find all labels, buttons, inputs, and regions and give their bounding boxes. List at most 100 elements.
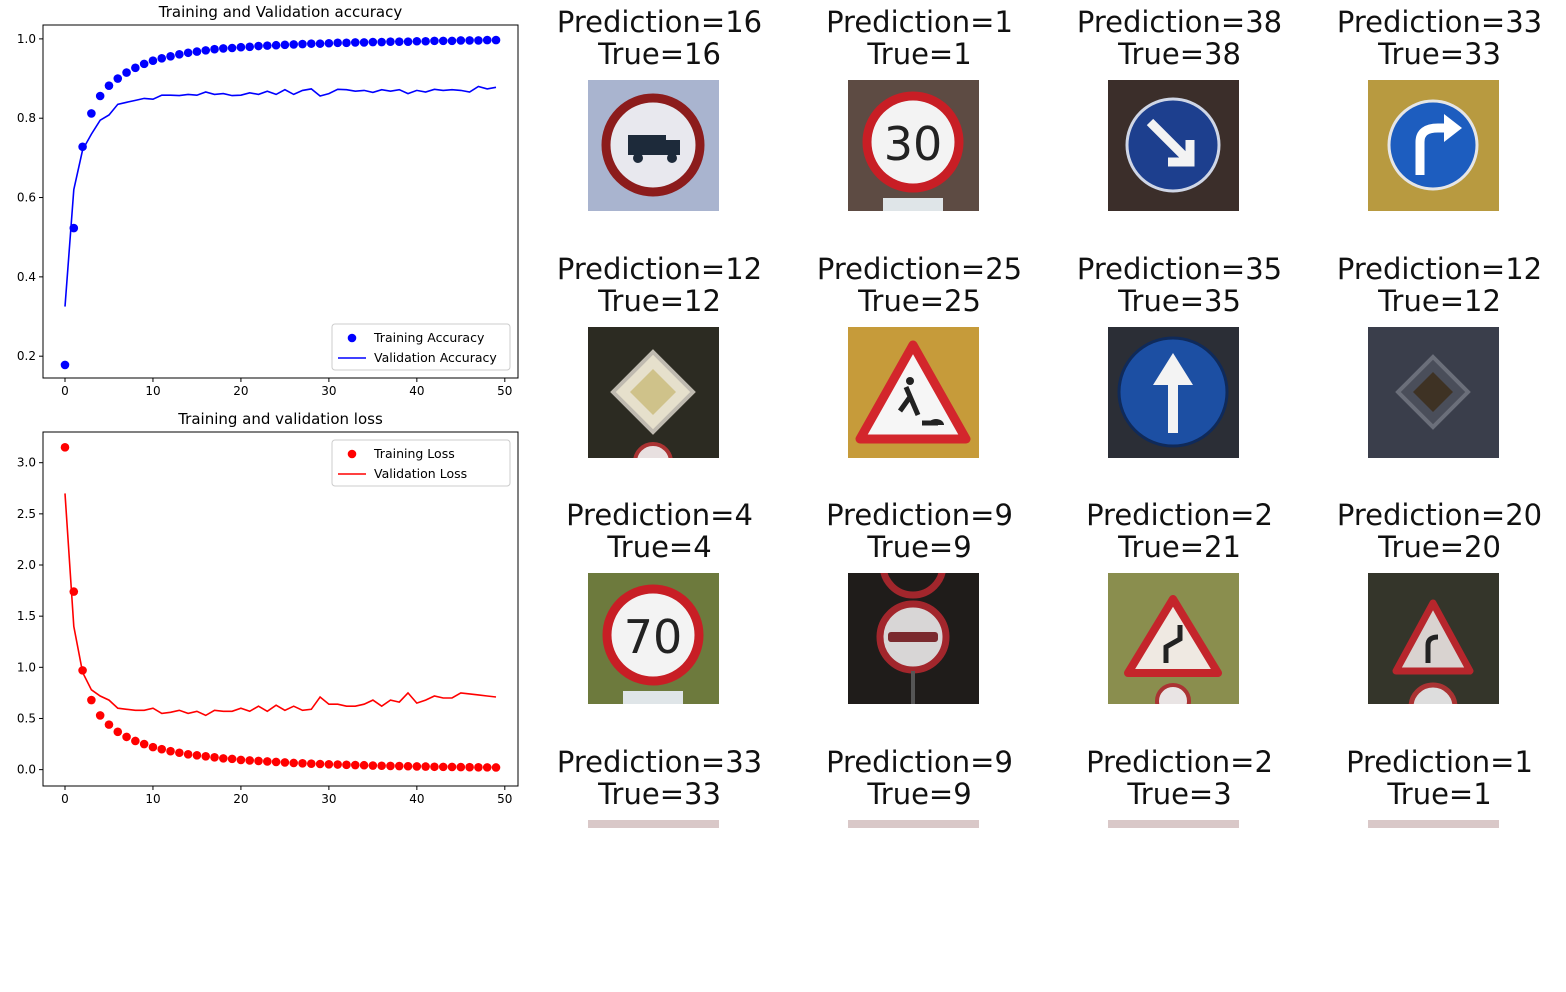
true-label: True=9 bbox=[867, 777, 972, 811]
prediction-cell: Prediction=12 True=12 bbox=[1310, 253, 1566, 499]
series-line bbox=[64, 85, 497, 307]
series-point bbox=[412, 762, 422, 771]
turn-right-ahead-sign-icon bbox=[1368, 80, 1499, 211]
series-point bbox=[148, 56, 158, 65]
prediction-label: Prediction=16 bbox=[556, 5, 763, 39]
y-tick-label: 2.5 bbox=[17, 507, 36, 521]
prediction-label: Prediction=38 bbox=[1076, 5, 1283, 39]
series-point bbox=[148, 742, 158, 752]
prediction-label: Prediction=4 bbox=[566, 498, 753, 532]
true-label: True=38 bbox=[1118, 37, 1241, 71]
true-label: True=33 bbox=[598, 777, 721, 811]
series-point bbox=[263, 757, 272, 766]
y-tick-label: 0.2 bbox=[17, 349, 36, 363]
y-tick-label: 1.5 bbox=[17, 609, 36, 623]
series-point bbox=[368, 761, 378, 770]
x-tick-label: 20 bbox=[233, 792, 248, 806]
true-label: True=1 bbox=[1387, 777, 1492, 811]
prediction-label: Prediction=33 bbox=[1336, 5, 1543, 39]
series-point bbox=[157, 54, 167, 63]
x-tick-label: 40 bbox=[409, 384, 424, 398]
cropped-sign-icon bbox=[1368, 820, 1499, 828]
prediction-label: Prediction=1 bbox=[826, 5, 1013, 39]
series-point bbox=[421, 36, 430, 46]
no-trucks-sign-icon bbox=[588, 80, 719, 211]
accuracy-chart: Training and Validation accuracy 0 10 20 30 4… bbox=[17, 3, 519, 398]
true-label: True=20 bbox=[1378, 530, 1501, 564]
prediction-cell: Prediction=12 True=12 bbox=[530, 253, 789, 499]
no-overtaking-sign-icon bbox=[848, 573, 979, 704]
prediction-cell: Prediction=9 True=9 bbox=[790, 746, 1049, 992]
series-point bbox=[359, 38, 369, 47]
series-point bbox=[245, 756, 255, 765]
series-point bbox=[386, 761, 395, 771]
series-point bbox=[315, 39, 325, 48]
legend-marker-dot bbox=[347, 333, 357, 343]
prediction-label: Prediction=2 bbox=[1086, 745, 1273, 779]
series-point bbox=[201, 752, 211, 761]
series-point bbox=[438, 762, 448, 772]
series-point bbox=[298, 39, 307, 49]
series-point bbox=[359, 760, 369, 770]
series-point bbox=[166, 52, 175, 61]
legend-label: Validation Accuracy bbox=[374, 350, 497, 365]
series-point bbox=[333, 38, 342, 48]
series-point bbox=[104, 720, 114, 729]
prediction-cell: Prediction=33 True=33 bbox=[530, 746, 789, 992]
prediction-label: Prediction=20 bbox=[1336, 498, 1543, 532]
cropped-sign-icon bbox=[1108, 820, 1239, 828]
y-tick-label: 0.5 bbox=[17, 711, 36, 725]
prediction-label: Prediction=1 bbox=[1346, 745, 1533, 779]
series-point bbox=[456, 36, 466, 45]
series-point bbox=[201, 46, 211, 55]
series-point bbox=[87, 109, 96, 118]
ahead-only-sign-icon bbox=[1108, 327, 1239, 458]
series-point bbox=[271, 757, 281, 767]
series-point bbox=[175, 50, 184, 59]
series-point bbox=[412, 36, 422, 46]
series-point bbox=[192, 751, 202, 760]
series-point bbox=[403, 37, 413, 46]
true-label: True=12 bbox=[1378, 284, 1501, 318]
prediction-cell: Prediction=20 True=20 bbox=[1310, 499, 1566, 745]
series-point bbox=[430, 762, 439, 772]
series-point bbox=[122, 68, 131, 77]
legend-box bbox=[331, 323, 511, 371]
series-point bbox=[298, 758, 307, 768]
y-tick-label: 0.4 bbox=[17, 270, 36, 284]
prediction-label: Prediction=25 bbox=[816, 252, 1023, 286]
true-label: True=1 bbox=[867, 37, 972, 71]
series-point bbox=[482, 35, 492, 45]
loss-chart: Training and validation loss 0 10 20 30 40 50 0… bbox=[17, 410, 519, 806]
priority-road-dark-sign-icon bbox=[1368, 327, 1499, 458]
series-point bbox=[306, 39, 316, 48]
y-tick-label: 3.0 bbox=[17, 456, 36, 470]
series-point bbox=[254, 756, 263, 766]
keep-right-sign-icon bbox=[1108, 80, 1239, 211]
series-point bbox=[289, 40, 298, 49]
series-point bbox=[482, 763, 492, 772]
cropped-sign-icon bbox=[588, 820, 719, 828]
series-point bbox=[421, 762, 430, 771]
series-point bbox=[210, 753, 219, 762]
true-label: True=3 bbox=[1127, 777, 1232, 811]
series-point bbox=[271, 40, 281, 50]
y-tick-label: 0.8 bbox=[17, 111, 36, 125]
x-tick-label: 10 bbox=[145, 792, 160, 806]
curve-right-sign-icon bbox=[1368, 573, 1499, 704]
series-point bbox=[139, 59, 149, 69]
true-label: True=35 bbox=[1118, 284, 1241, 318]
series-line bbox=[64, 493, 497, 717]
series-point bbox=[324, 38, 334, 48]
prediction-label: Prediction=33 bbox=[556, 745, 763, 779]
series-point bbox=[183, 48, 193, 58]
x-tick-label: 20 bbox=[233, 384, 248, 398]
series-point bbox=[236, 755, 246, 765]
prediction-cell: Prediction=1 True=1 bbox=[1310, 746, 1566, 992]
priority-road-sign-icon bbox=[588, 327, 719, 458]
legend-label: Training Accuracy bbox=[373, 330, 485, 345]
series-point bbox=[465, 36, 474, 45]
speed-limit-70-sign-icon: 70 bbox=[588, 573, 719, 704]
cropped-sign-icon bbox=[848, 820, 979, 828]
legend-label: Training Loss bbox=[373, 446, 455, 461]
